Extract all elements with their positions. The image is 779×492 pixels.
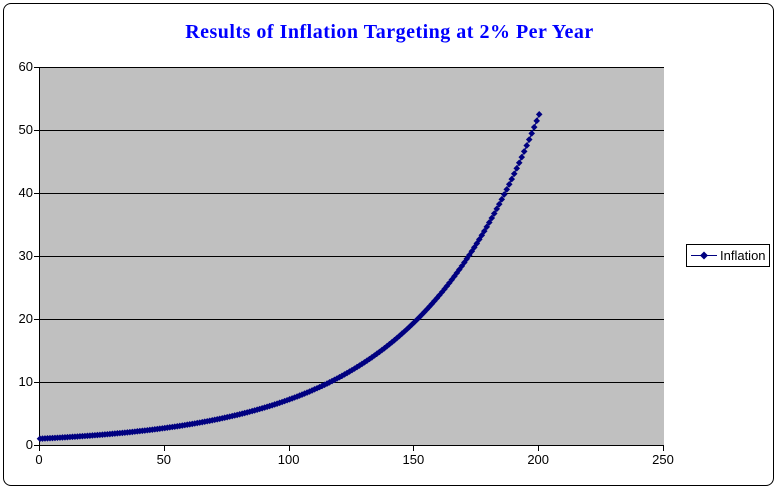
x-axis-tick	[39, 446, 40, 451]
y-axis-tick	[34, 445, 39, 446]
y-axis-tick	[34, 382, 39, 383]
y-gridline	[40, 193, 664, 194]
x-tick-label: 0	[35, 452, 43, 467]
y-tick-label: 60	[18, 59, 33, 74]
y-tick-label: 0	[25, 437, 33, 452]
x-axis-tick	[413, 446, 415, 451]
x-tick-label: 250	[652, 452, 674, 467]
y-axis-tick	[34, 193, 39, 194]
y-gridline	[40, 319, 664, 320]
x-tick-label: 50	[156, 452, 172, 467]
y-tick-label: 10	[18, 374, 33, 389]
inflation-series-plot	[36, 111, 543, 443]
y-axis-tick	[34, 319, 39, 320]
y-gridline	[40, 130, 664, 131]
x-axis-tick	[163, 446, 165, 451]
legend-marker-icon	[691, 251, 717, 260]
x-tick-label: 100	[277, 452, 300, 467]
plot-area	[36, 67, 664, 446]
x-axis-tick	[288, 446, 290, 451]
y-tick-label: 20	[18, 311, 33, 326]
legend: Inflation	[686, 244, 770, 267]
chart-border-frame	[3, 3, 774, 486]
y-tick-label: 30	[18, 248, 33, 263]
y-tick-label: 40	[18, 185, 33, 200]
chart-title: Results of Inflation Targeting at 2% Per…	[185, 21, 594, 43]
x-tick-label: 200	[527, 452, 550, 467]
inflation-series-line	[39, 114, 540, 440]
inflation-series-markers	[36, 111, 543, 443]
legend-series-label: Inflation	[720, 248, 766, 263]
y-tick-label: 50	[18, 122, 33, 137]
y-axis-tick	[34, 130, 39, 131]
x-axis-tick	[663, 446, 664, 451]
y-gridline	[40, 67, 664, 68]
y-gridline	[40, 382, 664, 383]
x-axis-tick	[538, 446, 540, 451]
y-axis-tick	[34, 67, 39, 68]
y-axis-tick	[34, 256, 39, 257]
y-gridline	[40, 256, 664, 257]
x-tick-label: 150	[402, 452, 425, 467]
